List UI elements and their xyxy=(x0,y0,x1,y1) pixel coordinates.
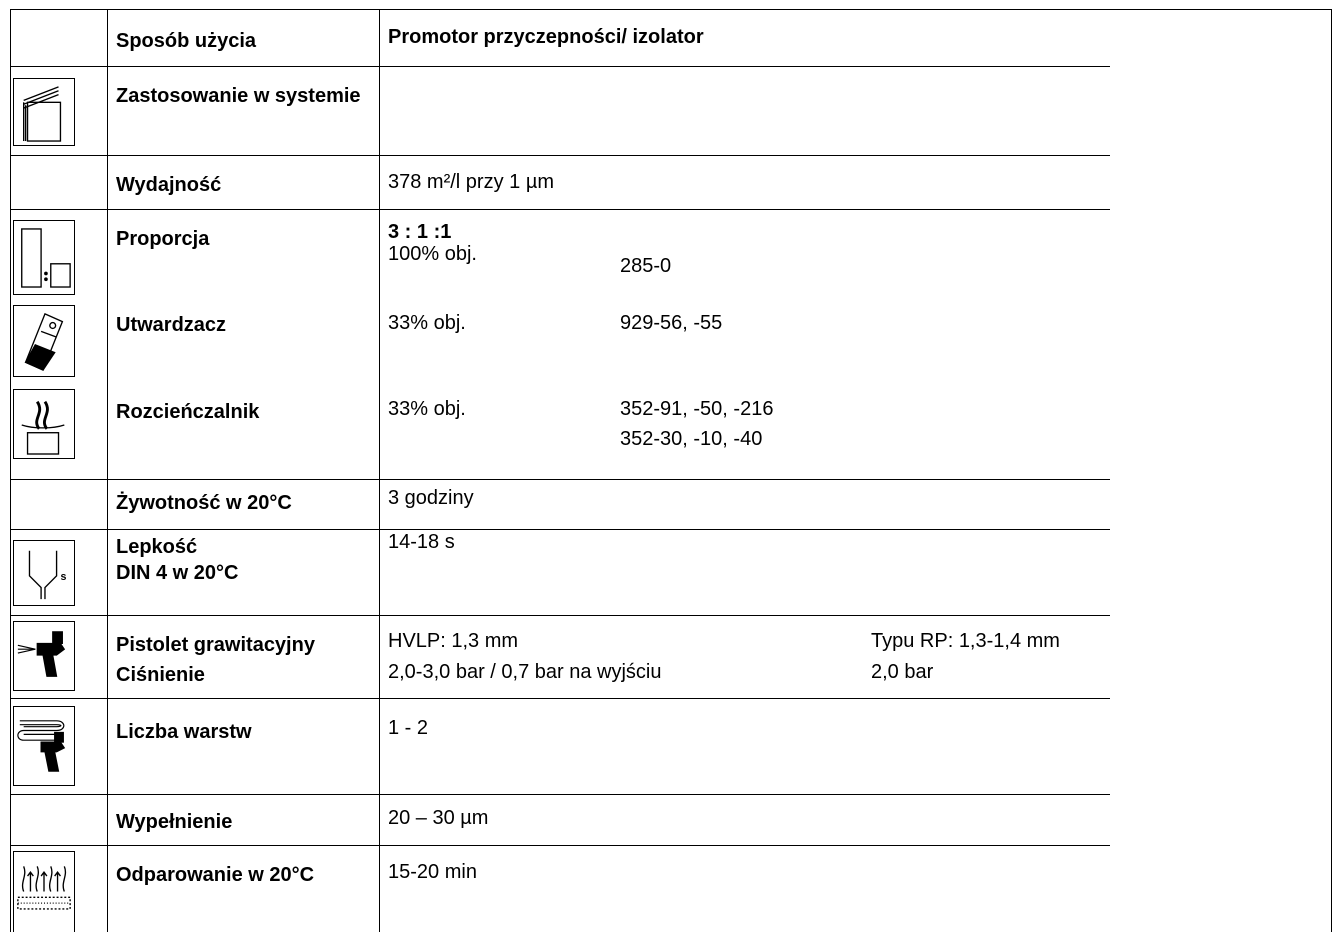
row-divider xyxy=(10,529,1110,530)
gun-rp-nozzle: Typu RP: 1,3-1,4 mm xyxy=(871,630,1060,652)
gun-label-line1: Pistolet grawitacyjny xyxy=(116,634,315,656)
hardener-product: 929-56, -55 xyxy=(620,312,723,334)
ratio-amount: 100% obj. xyxy=(388,243,477,265)
column-divider xyxy=(379,9,380,932)
table-top-border xyxy=(10,9,1332,10)
spray-coats-icon xyxy=(13,706,75,786)
row-divider xyxy=(10,155,1110,156)
coats-value: 1 - 2 xyxy=(388,717,429,739)
row-divider xyxy=(10,845,1110,846)
table-left-border xyxy=(10,9,11,932)
potlife-label: Żywotność w 20°C xyxy=(116,492,292,514)
ratio-value: 3 : 1 :1 xyxy=(388,221,452,243)
film-thickness-label: Wypełnienie xyxy=(116,811,233,833)
gun-label-line2: Ciśnienie xyxy=(116,664,205,686)
thinner-product-line2: 352-30, -10, -40 xyxy=(620,428,763,450)
gun-hvlp-nozzle: HVLP: 1,3 mm xyxy=(388,630,519,652)
gun-hvlp-pressure: 2,0-3,0 bar / 0,7 bar na wyjściu xyxy=(388,661,662,683)
viscosity-cup-icon: s xyxy=(13,540,75,606)
ratio-product: 285-0 xyxy=(620,255,672,277)
mixing-ratio-icon xyxy=(13,220,75,295)
yield-value: 378 m²/l przy 1 µm xyxy=(388,171,555,193)
thinner-product-line1: 352-91, -50, -216 xyxy=(620,398,774,420)
system-label: Zastosowanie w systemie xyxy=(116,85,361,107)
spray-gun-icon xyxy=(13,621,75,691)
row-divider xyxy=(10,66,1110,67)
film-thickness-value: 20 – 30 µm xyxy=(388,807,489,829)
flash-off-label: Odparowanie w 20°C xyxy=(116,864,315,886)
hardener-label: Utwardzacz xyxy=(116,314,227,336)
thinner-label: Rozcieńczalnik xyxy=(116,401,260,423)
viscosity-label-line2: DIN 4 w 20°C xyxy=(116,562,239,584)
header-method-of-use: Sposób użycia xyxy=(116,30,257,52)
column-divider xyxy=(107,9,108,932)
thinner-icon xyxy=(13,389,75,459)
thinner-amount: 33% obj. xyxy=(388,398,466,420)
viscosity-value: 14-18 s xyxy=(388,531,455,553)
potlife-value: 3 godziny xyxy=(388,487,474,509)
flash-off-value: 15-20 min xyxy=(388,861,477,883)
row-divider xyxy=(10,794,1110,795)
header-product-type: Promotor przyczepności/ izolator xyxy=(388,26,704,48)
system-layers-icon xyxy=(13,78,75,146)
svg-text:s: s xyxy=(60,571,66,583)
row-divider xyxy=(10,698,1110,699)
row-divider xyxy=(10,209,1110,210)
hardener-amount: 33% obj. xyxy=(388,312,466,334)
hardener-icon xyxy=(13,305,75,377)
flash-off-icon xyxy=(13,851,75,932)
coats-label: Liczba warstw xyxy=(116,721,252,743)
ratio-label: Proporcja xyxy=(116,228,210,250)
yield-label: Wydajność xyxy=(116,174,222,196)
technical-data-table: Sposób użycia Promotor przyczepności/ iz… xyxy=(10,9,1332,932)
row-divider xyxy=(10,615,1110,616)
viscosity-label-line1: Lepkość xyxy=(116,536,198,558)
gun-rp-pressure: 2,0 bar xyxy=(871,661,934,683)
row-divider xyxy=(10,479,1110,480)
